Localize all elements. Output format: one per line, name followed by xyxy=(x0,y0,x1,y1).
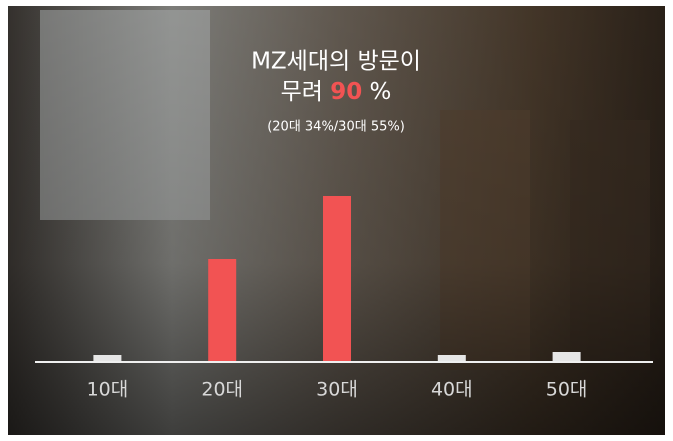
title-line1: MZ세대의 방문이 xyxy=(251,49,421,75)
x-tick-label: 50대 xyxy=(546,379,588,401)
chart: MZ세대의 방문이 무려 90 % (20대 34%/30대 55%) 10대 2… xyxy=(0,0,673,441)
screen: MZ세대의 방문이 무려 90 % (20대 34%/30대 55%) 10대 2… xyxy=(0,0,673,441)
title-prefix: 무려 xyxy=(281,79,323,105)
title-line2: 무려 90 % xyxy=(281,79,392,105)
x-tick-label: 10대 xyxy=(87,379,129,401)
bar xyxy=(93,355,121,361)
subtitle: (20대 34%/30대 55%) xyxy=(267,120,405,135)
title-suffix: % xyxy=(370,79,392,105)
bar xyxy=(553,352,581,361)
bar xyxy=(438,355,466,361)
bar xyxy=(208,259,236,361)
bar xyxy=(323,196,351,361)
x-tick-label: 20대 xyxy=(201,379,243,401)
title-highlight: 90 xyxy=(330,79,362,105)
x-tick-label: 40대 xyxy=(431,379,473,401)
x-tick-label: 30대 xyxy=(316,379,358,401)
